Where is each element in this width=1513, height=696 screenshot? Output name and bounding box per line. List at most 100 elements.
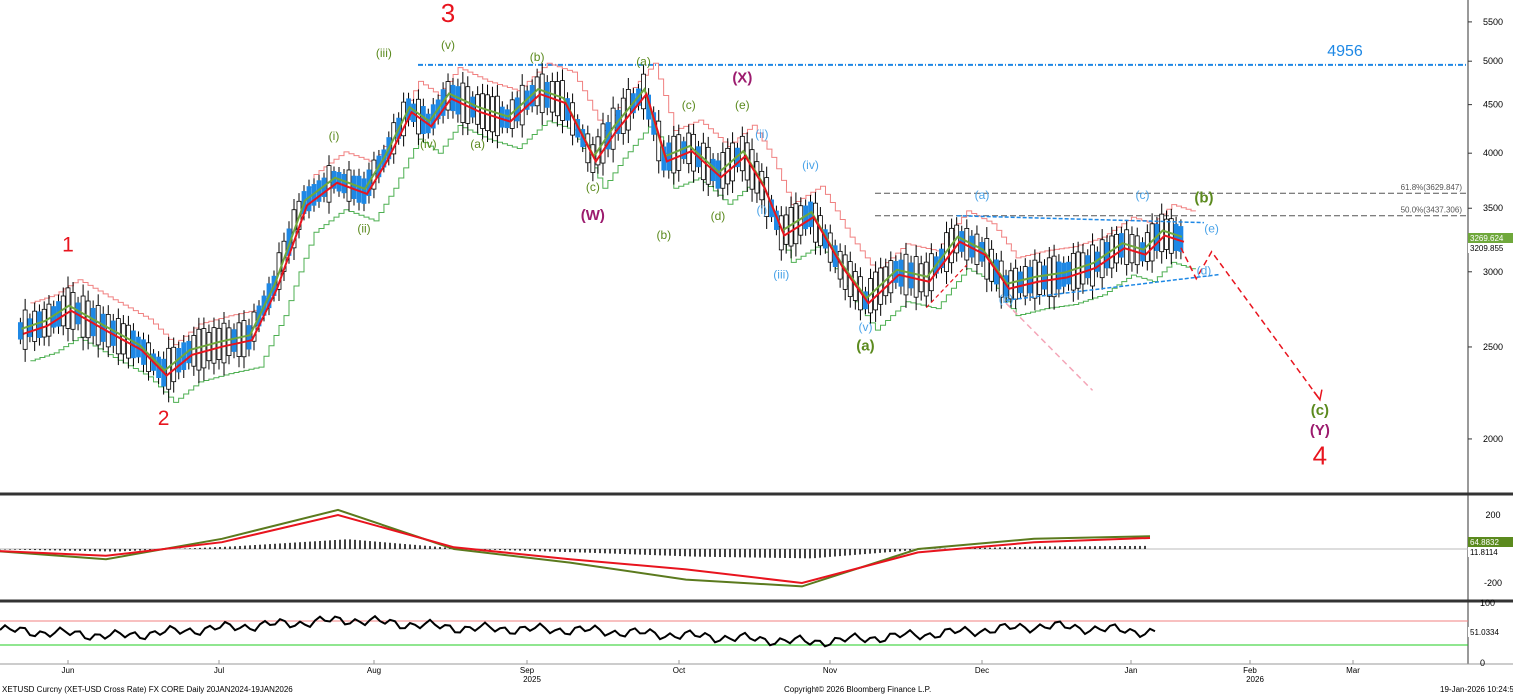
candle	[1090, 244, 1095, 287]
wave-label: (iii)	[376, 46, 392, 60]
y-tick-label: 5500	[1483, 17, 1503, 27]
fib-label: 61.8%(3629.847)	[1401, 183, 1463, 192]
y-tick-label: 2000	[1483, 434, 1503, 444]
candle	[37, 311, 42, 338]
wave-label: (ii)	[357, 221, 370, 235]
candle	[499, 106, 505, 128]
candle	[196, 328, 202, 371]
macd-line	[0, 508, 1151, 588]
wave-label: (e)	[735, 98, 750, 112]
footer-timestamp: 19-Jan-2026 10:24:57	[1440, 685, 1513, 694]
fib-label: 50.0%(3437.306)	[1401, 206, 1463, 215]
last-price-label: 3269.624	[1470, 234, 1504, 243]
candle	[211, 327, 217, 364]
wave-label: (Y)	[1310, 422, 1330, 439]
rsi-value-box	[1468, 627, 1513, 637]
candle	[918, 263, 924, 293]
wave-label: 1	[62, 234, 74, 257]
ma-red-line	[23, 92, 1185, 377]
candle	[923, 261, 929, 297]
candle	[1046, 257, 1052, 297]
candle	[549, 81, 555, 113]
candle	[241, 320, 247, 358]
wave-label: (b)	[656, 228, 671, 242]
candle	[1075, 251, 1081, 289]
y-tick-label: 3000	[1483, 267, 1503, 277]
wave-label: (ii)	[755, 127, 768, 141]
wave-label: (c)	[586, 180, 600, 194]
candle	[1070, 252, 1076, 291]
wave-label: (v)	[858, 320, 872, 334]
candle	[17, 322, 23, 340]
rsi-panel: 10050051.0334	[0, 598, 1513, 668]
rsi-tick-label: 100	[1480, 598, 1495, 608]
triangle-upper-line	[956, 214, 1204, 224]
projection-arrowhead	[1313, 389, 1323, 402]
candle	[1168, 218, 1174, 254]
candle	[1008, 270, 1014, 300]
candle	[555, 81, 560, 117]
candle	[1061, 262, 1067, 287]
wave-label: (iv)	[420, 137, 437, 151]
wave-label: (c)	[682, 98, 696, 112]
rsi-line	[0, 614, 1156, 648]
candle	[676, 134, 682, 171]
candle	[1013, 267, 1019, 300]
faint-projection-line	[1005, 302, 1094, 391]
rsi-tick-label: 0	[1480, 658, 1485, 668]
last-price-box	[1468, 233, 1513, 243]
wave-label: (b)	[530, 50, 545, 64]
candle	[1042, 265, 1047, 290]
macd-tick-label: -200	[1484, 578, 1502, 588]
candle	[1178, 226, 1184, 252]
candle	[236, 322, 242, 357]
wave-label: (a)	[856, 337, 874, 354]
candle	[1027, 266, 1033, 294]
candle	[336, 171, 342, 192]
candle	[341, 173, 347, 194]
wave-label: (e)	[1204, 221, 1219, 235]
candle	[356, 175, 362, 203]
candle	[898, 259, 904, 287]
x-tick-label: Mar	[1346, 666, 1360, 675]
x-axis: Jun Jul Aug Sep Oct Nov Dec Jan Feb Mar 2025 2026	[0, 660, 1468, 684]
x-tick-label: Aug	[367, 666, 381, 675]
candle	[191, 335, 197, 367]
candle	[1140, 242, 1145, 262]
candle	[671, 135, 677, 174]
wave-label: (d)	[1197, 264, 1212, 278]
candle	[1085, 255, 1091, 279]
candle	[1037, 261, 1043, 295]
x-year-label: 2026	[1246, 675, 1264, 684]
candle	[908, 262, 914, 289]
candle	[1018, 271, 1023, 294]
wave-label: (c)	[1311, 402, 1329, 419]
x-tick-label: Oct	[673, 666, 686, 675]
candle	[351, 175, 357, 199]
candle	[544, 81, 550, 108]
rsi-value-label: 51.0334	[1470, 628, 1499, 637]
macd-value-box	[1468, 537, 1513, 547]
candle	[246, 325, 252, 350]
x-tick-label: Feb	[1243, 666, 1257, 675]
wave-label: (iii)	[773, 268, 789, 282]
projection-segment	[925, 264, 968, 309]
candle	[1066, 261, 1071, 285]
level-label: 4956	[1327, 43, 1363, 60]
candle	[494, 95, 500, 137]
x-tick-label: Sep	[520, 666, 535, 675]
wave-label: (v)	[441, 38, 455, 52]
y-tick-label: 3500	[1483, 203, 1503, 213]
macd-signal-line	[0, 513, 1151, 585]
candle	[216, 327, 222, 360]
candle	[490, 96, 495, 133]
wave-label: (W)	[581, 207, 605, 224]
candle	[226, 327, 232, 356]
wave-label: (a)	[975, 188, 990, 202]
wave-label: (d)	[711, 209, 726, 223]
candle	[913, 256, 919, 298]
candle	[903, 253, 909, 296]
wave-label: (b)	[1194, 189, 1213, 206]
